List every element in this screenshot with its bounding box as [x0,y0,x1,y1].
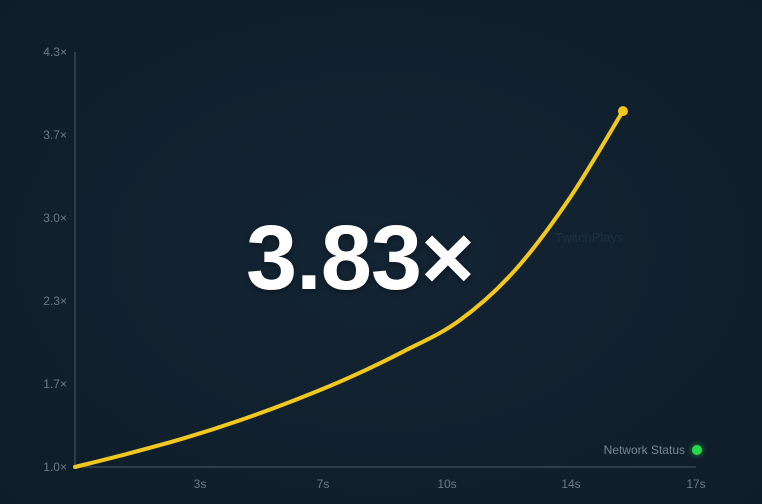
curve-end-point [617,106,628,117]
y-tick-labels: 1.0× 1.7× 2.3× 3.0× 3.7× 4.3× [43,45,67,474]
network-status-label: Network Status [603,443,685,457]
network-status-icon [692,445,702,455]
x-tick-label: 10s [437,477,456,491]
x-tick-label: 3s [194,477,207,491]
y-tick-label: 3.0× [43,211,67,225]
y-tick-label: 4.3× [43,45,67,59]
y-tick-label: 1.7× [43,377,67,391]
y-tick-label: 3.7× [43,128,67,142]
x-tick-labels: 3s 7s 10s 14s 17s [194,477,706,491]
network-status: Network Status [604,442,702,458]
current-multiplier: 3.83× [246,207,475,309]
x-tick-label: 17s [686,477,705,491]
x-tick-label: 14s [561,477,580,491]
multiplier-curve [73,109,625,469]
y-tick-label: 2.3× [43,294,67,308]
watermark-text: TwitchPlays [555,230,624,245]
y-tick-label: 1.0× [43,460,67,474]
x-tick-label: 7s [317,477,330,491]
